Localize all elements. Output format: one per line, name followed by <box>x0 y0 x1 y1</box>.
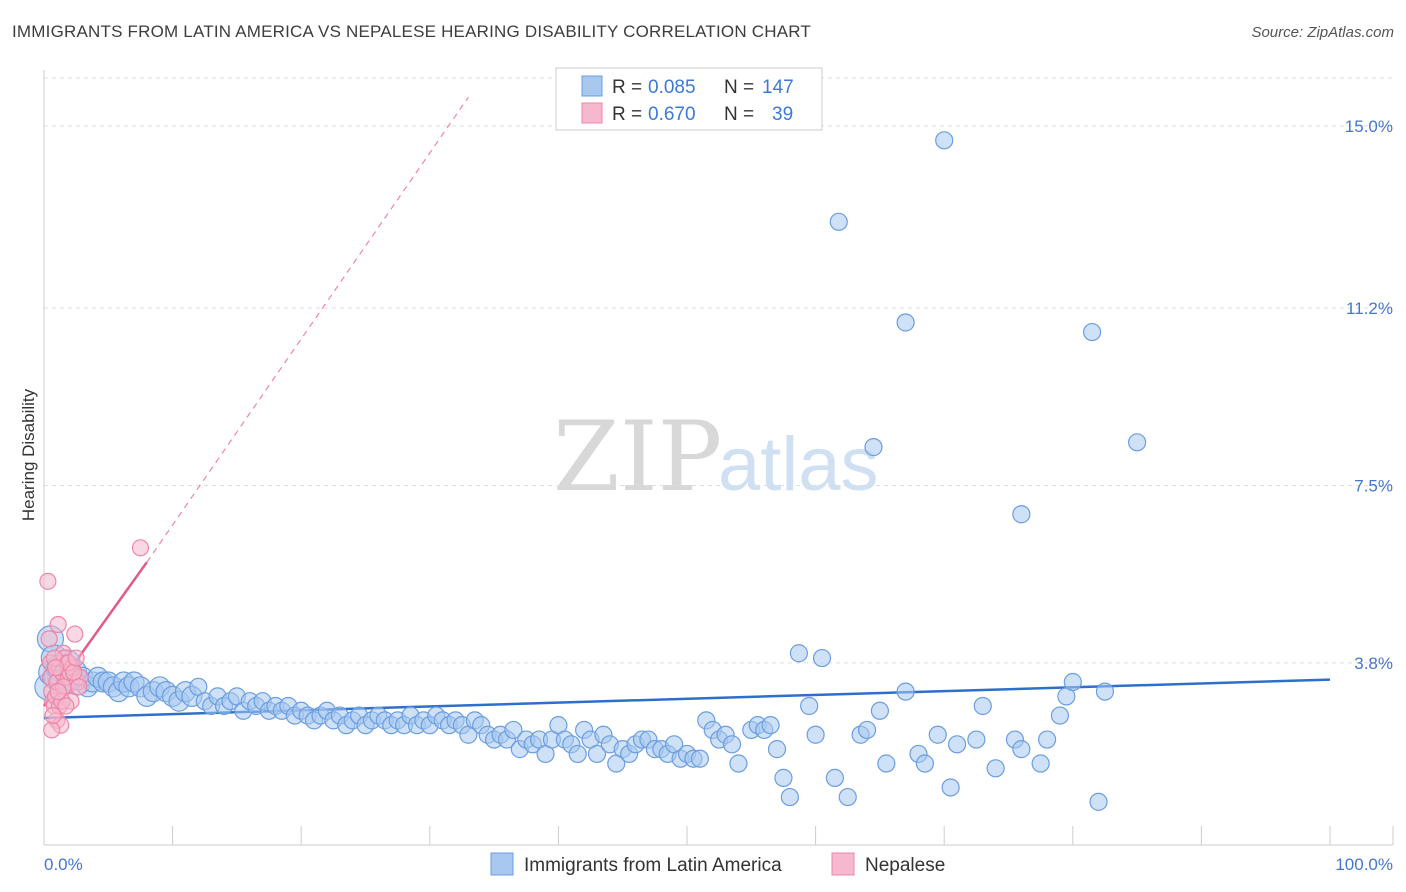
point-latin-america-134 <box>877 754 896 773</box>
point-latin-america-145 <box>1012 740 1031 759</box>
point-latin-america-140 <box>947 735 967 754</box>
point-latin-america-124 <box>800 696 819 716</box>
point-nepalese-36 <box>131 539 150 557</box>
legend-r-label-2: R = <box>612 104 642 125</box>
point-latin-america-141 <box>967 730 986 749</box>
point-latin-america-148 <box>1050 706 1070 725</box>
legend-n-value-1: 147 <box>762 77 794 98</box>
point-latin-america-127 <box>825 768 844 787</box>
watermark-atlas: atlas <box>718 422 879 507</box>
point-latin-america-126 <box>812 648 832 668</box>
point-nepalese-1 <box>40 630 58 648</box>
legend-n-label-1: N = <box>724 77 754 98</box>
point-latin-america-135 <box>896 682 915 701</box>
point-latin-america-121 <box>774 768 793 787</box>
point-latin-america-115 <box>729 754 748 773</box>
point-nepalese-21 <box>66 625 84 643</box>
point-latin-america-125 <box>806 725 825 744</box>
bottom-legend: Immigrants from Latin America Nepalese <box>490 852 945 876</box>
point-nepalese-0 <box>39 572 57 590</box>
y-tick-label-1: 7.5% <box>1354 476 1393 495</box>
point-latin-america-150 <box>1063 672 1082 692</box>
point-nepalese-32 <box>46 659 65 677</box>
y-tick-label-0: 3.8% <box>1354 654 1393 673</box>
legend-r-value-2: 0.670 <box>648 104 696 125</box>
y-axis-tick-labels: 3.8% 7.5% 11.2% 15.0% <box>1345 117 1393 673</box>
point-latin-america-132 <box>864 438 883 457</box>
trend-line-nepalese-extension <box>146 96 469 563</box>
point-latin-america-109 <box>690 749 709 768</box>
chart-source: Source: ZipAtlas.com <box>1251 24 1394 41</box>
point-latin-america-143 <box>986 759 1005 778</box>
legend-n-label-2: N = <box>724 104 754 125</box>
point-nepalese-31 <box>67 649 85 667</box>
legend-r-label-1: R = <box>612 77 642 98</box>
legend-swatch-pink <box>581 102 603 124</box>
point-latin-america-154 <box>1095 682 1115 701</box>
point-latin-america-153 <box>1089 792 1108 811</box>
y-axis-title: Hearing Disability <box>19 388 38 521</box>
point-latin-america-122 <box>780 787 799 807</box>
x-axis-ticks <box>43 826 1394 845</box>
point-nepalese-30 <box>64 663 83 682</box>
point-latin-america-152 <box>1082 322 1102 342</box>
point-latin-america-147 <box>1037 730 1057 749</box>
point-latin-america-114 <box>722 735 742 754</box>
point-latin-america-133 <box>870 701 890 720</box>
point-latin-america-156 <box>935 131 954 150</box>
bottom-legend-swatch-pink <box>831 852 855 876</box>
point-latin-america-146 <box>1031 754 1050 773</box>
x-tick-label-max: 100.0% <box>1335 855 1393 874</box>
point-latin-america-142 <box>973 696 992 716</box>
point-nepalese-34 <box>57 697 75 715</box>
chart-title: IMMIGRANTS FROM LATIN AMERICA VS NEPALES… <box>12 22 812 41</box>
point-nepalese-10 <box>49 615 67 634</box>
stats-legend: R = 0.085 N = 147 R = 0.670 N = 39 <box>555 67 823 131</box>
bottom-legend-label-latin-america: Immigrants from Latin America <box>524 855 782 876</box>
point-latin-america-123 <box>789 644 808 663</box>
bottom-legend-label-nepalese: Nepalese <box>865 855 945 876</box>
point-latin-america-151 <box>1012 505 1031 524</box>
point-latin-america-128 <box>829 212 848 231</box>
point-latin-america-120 <box>767 740 787 759</box>
point-latin-america-157 <box>896 313 915 332</box>
watermark-zip: ZIP <box>553 401 722 513</box>
point-latin-america-80 <box>504 720 523 740</box>
point-latin-america-137 <box>915 754 935 773</box>
point-nepalese-38 <box>49 682 67 701</box>
point-nepalese-37 <box>44 706 62 725</box>
legend-swatch-blue <box>581 75 603 97</box>
series-nepalese-points <box>39 539 150 739</box>
grid-lines <box>44 77 1393 664</box>
legend-n-value-2: 39 <box>772 104 793 125</box>
point-latin-america-138 <box>928 725 947 744</box>
point-latin-america-90 <box>568 744 587 764</box>
x-tick-label-min: 0.0% <box>44 855 83 874</box>
point-latin-america-119 <box>761 716 780 735</box>
bottom-legend-swatch-blue <box>490 852 514 876</box>
point-nepalese-35 <box>70 678 88 696</box>
y-tick-label-2: 11.2% <box>1346 299 1393 318</box>
point-latin-america-93 <box>587 744 607 764</box>
point-latin-america-129 <box>838 787 857 807</box>
point-latin-america-155 <box>1127 433 1147 452</box>
point-latin-america-139 <box>941 778 960 797</box>
point-nepalese-24 <box>43 721 61 739</box>
point-latin-america-131 <box>857 720 877 740</box>
legend-r-value-1: 0.085 <box>648 77 696 98</box>
y-tick-label-3: 15.0% <box>1345 117 1393 136</box>
